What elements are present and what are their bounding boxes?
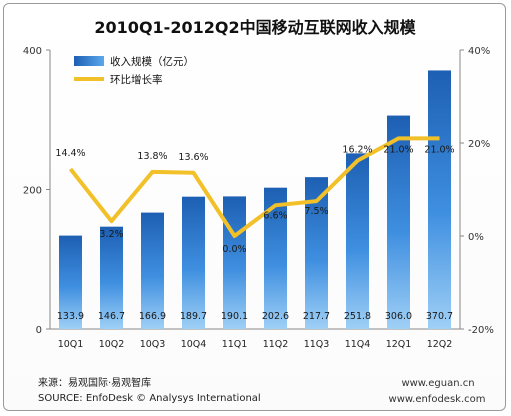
left-axis-tick-label: 200 <box>23 186 42 197</box>
bar <box>223 196 246 329</box>
legend: 收入规模（亿元） 环比增长率 <box>74 55 194 86</box>
growth-value-label: 21.0% <box>424 144 454 155</box>
bar-value-label: 146.7 <box>98 311 125 322</box>
bar-value-label: 133.9 <box>57 311 84 322</box>
source-cn: 来源：易观国际·易观智库 <box>38 376 151 389</box>
bar-value-label: 166.9 <box>139 311 166 322</box>
bar-value-label: 202.6 <box>262 311 289 322</box>
category-label: 11Q4 <box>345 339 371 350</box>
growth-line-series <box>68 136 440 238</box>
source-en: SOURCE: EnfoDesk © Analysys Internationa… <box>38 393 261 404</box>
footer: 来源：易观国际·易观智库 SOURCE: EnfoDesk © Analysys… <box>38 376 485 405</box>
bar <box>428 70 451 329</box>
category-label: 10Q3 <box>140 339 166 350</box>
category-label: 12Q2 <box>427 339 453 350</box>
left-axis-tick-label: 400 <box>23 46 42 57</box>
category-labels: 10Q1 10Q2 10Q3 10Q4 11Q1 11Q2 11Q3 11Q4 12Q1 12Q2 <box>58 339 453 350</box>
bar-value-label: 251.8 <box>344 311 371 322</box>
category-label: 11Q3 <box>304 339 330 350</box>
growth-value-label: 0.0% <box>222 244 246 255</box>
left-axis-tick-label: 0 <box>36 325 42 336</box>
bar <box>305 177 328 329</box>
legend-label-bar: 收入规模（亿元） <box>110 55 194 68</box>
bar-value-label: 306.0 <box>385 311 412 322</box>
bar-value-label: 190.1 <box>221 311 248 322</box>
growth-line <box>68 136 440 238</box>
watermark-url-2: www.enfodesk.com <box>389 394 486 405</box>
chart-title: 2010Q1-2012Q2中国移动互联网收入规模 <box>94 18 416 37</box>
axes: 0 200 400 -20% 0% 20% 40% <box>23 46 494 336</box>
chart-frame <box>3 3 506 411</box>
growth-value-label: 13.6% <box>178 152 208 163</box>
bar <box>141 212 164 329</box>
legend-swatch-bar <box>74 56 104 66</box>
category-label: 11Q1 <box>222 339 248 350</box>
growth-value-label: 16.2% <box>342 145 372 156</box>
bar <box>264 187 287 329</box>
category-label: 10Q4 <box>181 339 207 350</box>
category-label: 11Q2 <box>263 339 289 350</box>
category-label: 12Q1 <box>386 339 412 350</box>
growth-value-label: 13.8% <box>137 151 167 162</box>
bar <box>387 115 410 329</box>
growth-value-label: 6.6% <box>263 210 287 221</box>
bar-value-labels: 133.9 146.7 166.9 189.7 190.1 202.6 217.7 251.8… <box>57 311 453 322</box>
bar-value-label: 370.7 <box>426 311 453 322</box>
watermark-url: www.eguan.cn <box>401 378 474 389</box>
growth-value-label: 14.4% <box>55 148 85 159</box>
growth-value-label: 21.0% <box>383 144 413 155</box>
bar <box>59 235 82 329</box>
bar <box>182 196 205 329</box>
legend-label-line: 环比增长率 <box>110 73 163 86</box>
right-axis-tick-label: 0% <box>468 232 484 243</box>
bar <box>346 153 369 329</box>
right-axis-tick-label: 40% <box>468 46 490 57</box>
bar-series <box>59 70 451 329</box>
right-axis-tick-label: -20% <box>468 325 494 336</box>
growth-value-label: 7.5% <box>304 206 328 217</box>
bar <box>100 226 123 329</box>
bar-value-label: 189.7 <box>180 311 207 322</box>
right-axis-tick-label: 20% <box>468 139 490 150</box>
bar-value-label: 217.7 <box>303 311 330 322</box>
category-label: 10Q2 <box>99 339 125 350</box>
category-label: 10Q1 <box>58 339 84 350</box>
growth-value-labels: 14.4% 3.2% 13.8% 13.6% 0.0% 6.6% 7.5% 16.2% 21.0… <box>55 144 454 255</box>
growth-value-label: 3.2% <box>99 229 123 240</box>
